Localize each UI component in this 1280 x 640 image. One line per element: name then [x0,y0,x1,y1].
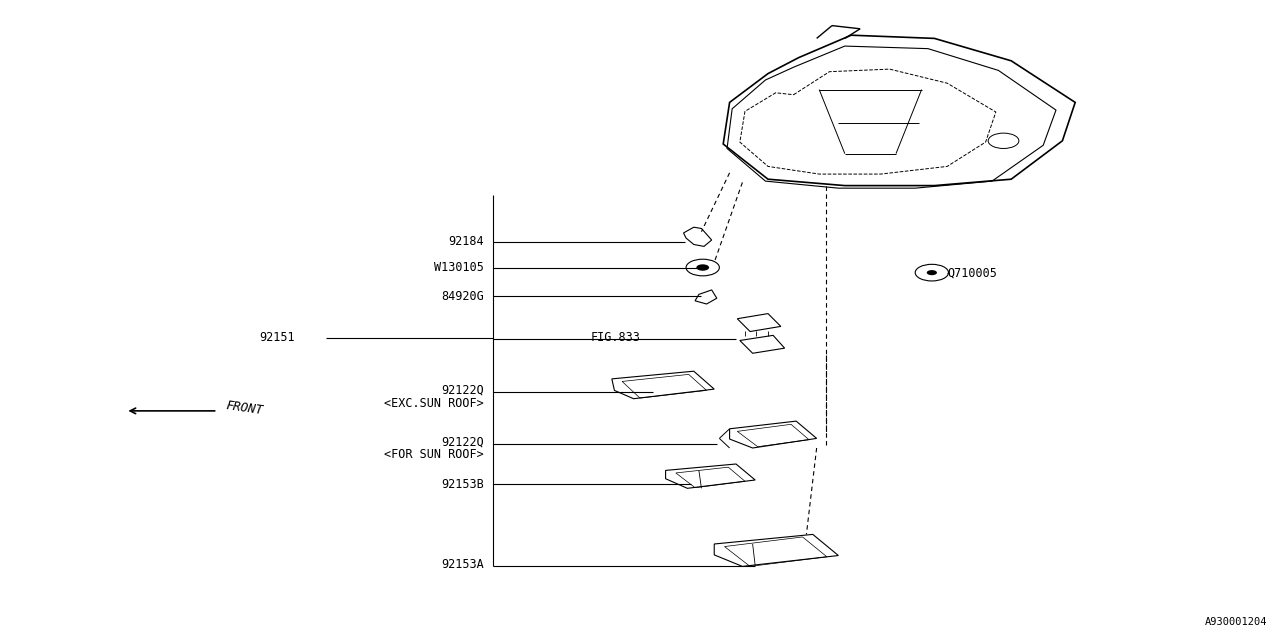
Text: 92153A: 92153A [442,558,484,571]
Text: W130105: W130105 [434,261,484,274]
Text: 92122Q: 92122Q [442,384,484,397]
Circle shape [696,264,709,271]
Text: 92122Q: 92122Q [442,435,484,448]
Text: 84920G: 84920G [442,290,484,303]
Text: <EXC.SUN ROOF>: <EXC.SUN ROOF> [384,397,484,410]
Text: 92153B: 92153B [442,478,484,491]
Text: <FOR SUN ROOF>: <FOR SUN ROOF> [384,448,484,461]
Text: 92184: 92184 [448,236,484,248]
Text: 92151: 92151 [259,332,294,344]
Text: A930001204: A930001204 [1204,617,1267,627]
Circle shape [927,270,937,275]
Text: FIG.833: FIG.833 [590,332,640,344]
Text: Q710005: Q710005 [947,266,997,279]
Text: FRONT: FRONT [225,399,264,417]
